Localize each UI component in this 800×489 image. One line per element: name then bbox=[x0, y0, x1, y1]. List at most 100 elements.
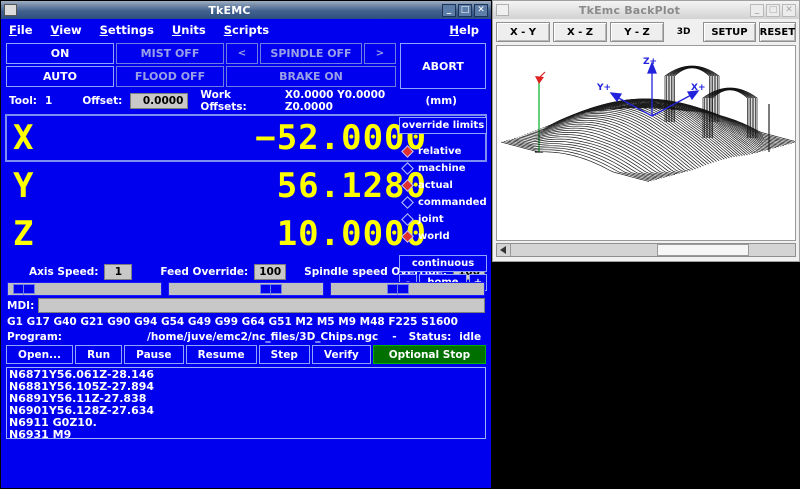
view-yz-button[interactable]: Y - Z bbox=[610, 22, 664, 42]
flood-toggle-button[interactable]: FLOOD OFF bbox=[116, 66, 224, 87]
radio-commanded[interactable]: commanded bbox=[399, 194, 487, 211]
close-icon[interactable]: ✕ bbox=[474, 3, 488, 17]
backplot-window: TkEmc BackPlot _ □ ✕ X - Y X - Z Y - Z 3… bbox=[492, 0, 800, 262]
machine-power-button[interactable]: ON bbox=[6, 43, 114, 64]
coordinate-mode-radios: relative machine actual commanded joint bbox=[399, 143, 487, 245]
axis-label-z: Z+ bbox=[643, 57, 657, 67]
menu-units-label: nits bbox=[181, 23, 206, 37]
menu-settings[interactable]: Settings bbox=[100, 23, 154, 37]
pause-button[interactable]: Pause bbox=[124, 345, 184, 364]
tkemc-window-title: TkEMC bbox=[208, 3, 251, 17]
control-row-top: ON MIST OFF < SPINDLE OFF > bbox=[5, 42, 399, 65]
backplot-close-icon[interactable]: ✕ bbox=[782, 3, 796, 17]
radio-world-label: world bbox=[418, 231, 450, 242]
radio-joint[interactable]: joint bbox=[399, 211, 487, 228]
dro-row-x[interactable]: X −52.0000 bbox=[5, 114, 487, 162]
dro-value-z: 10.0000 bbox=[276, 214, 427, 254]
spindle-increase-button[interactable]: > bbox=[364, 43, 396, 64]
dro-row-z[interactable]: Z 10.0000 bbox=[5, 210, 487, 258]
menu-help[interactable]: Help bbox=[449, 23, 479, 37]
open-button[interactable]: Open... bbox=[6, 345, 74, 364]
tkemc-window-buttons: _ □ ✕ bbox=[442, 3, 488, 17]
mode-button[interactable]: AUTO bbox=[6, 66, 114, 87]
radio-joint-label: joint bbox=[418, 214, 444, 225]
dro-value-y: 56.1280 bbox=[276, 166, 427, 206]
menu-scripts-label: cripts bbox=[232, 23, 270, 37]
tool-offset-field[interactable]: 0.0000 bbox=[130, 93, 189, 109]
brake-toggle-button[interactable]: BRAKE ON bbox=[226, 66, 396, 87]
feed-override-value[interactable]: 100 bbox=[254, 264, 287, 280]
spindle-toggle-button[interactable]: SPINDLE OFF bbox=[260, 43, 362, 64]
tkemc-window: TkEMC _ □ ✕ File View Settings Units Scr… bbox=[0, 0, 492, 489]
verify-button[interactable]: Verify bbox=[311, 345, 371, 364]
view-xz-button[interactable]: X - Z bbox=[553, 22, 607, 42]
view-mode-label: 3D bbox=[676, 27, 691, 37]
backplot-minimize-icon[interactable]: _ bbox=[750, 3, 764, 17]
view-xy-button[interactable]: X - Y bbox=[496, 22, 550, 42]
abort-button[interactable]: ABORT bbox=[400, 43, 486, 89]
radio-world[interactable]: world bbox=[399, 228, 487, 245]
tool-label: Tool: bbox=[9, 95, 37, 107]
menu-scripts[interactable]: Scripts bbox=[224, 23, 269, 37]
spindle-speed-override-slider-thumb[interactable] bbox=[387, 284, 410, 295]
menu-units-mnemonic: U bbox=[171, 23, 182, 37]
radio-machine[interactable]: machine bbox=[399, 160, 487, 177]
spindle-speed-override-slider[interactable] bbox=[329, 282, 485, 296]
tool-offsets-row: Tool: 1 Offset: 0.0000 Work Offsets: X0.… bbox=[1, 89, 491, 113]
radio-relative-icon bbox=[401, 145, 414, 158]
step-button[interactable]: Step bbox=[258, 345, 310, 364]
menu-file[interactable]: File bbox=[9, 23, 33, 37]
radio-machine-label: machine bbox=[418, 163, 466, 174]
override-limits-button[interactable]: override limits bbox=[399, 117, 487, 134]
radio-world-icon bbox=[401, 230, 414, 243]
machine-control-grid: ON MIST OFF < SPINDLE OFF > AUTO FLOOD O… bbox=[1, 41, 491, 90]
override-sliders-row bbox=[1, 282, 491, 296]
reset-button[interactable]: RESET bbox=[758, 22, 796, 42]
axis-speed-value[interactable]: 1 bbox=[104, 264, 133, 280]
jog-mode-button[interactable]: continuous bbox=[399, 255, 487, 272]
backplot-hscrollbar[interactable] bbox=[496, 243, 796, 257]
mist-toggle-button[interactable]: MIST OFF bbox=[116, 43, 224, 64]
backplot-window-menu-icon[interactable] bbox=[496, 4, 509, 16]
tool-number: 1 bbox=[45, 95, 53, 107]
feed-override-slider-thumb[interactable] bbox=[259, 284, 282, 295]
mdi-row: MDI: bbox=[1, 296, 491, 313]
optional-stop-button[interactable]: Optional Stop bbox=[372, 345, 486, 364]
menu-view[interactable]: View bbox=[51, 23, 82, 37]
axis-speed-slider-thumb[interactable] bbox=[13, 284, 36, 295]
axis-speed-slider[interactable] bbox=[7, 282, 163, 296]
scroll-left-arrow-icon[interactable] bbox=[497, 244, 511, 256]
dro-row-y[interactable]: Y 56.1280 bbox=[5, 162, 487, 210]
mdi-input[interactable] bbox=[38, 298, 485, 313]
radio-actual[interactable]: actual bbox=[399, 177, 487, 194]
menu-units[interactable]: Units bbox=[172, 23, 206, 37]
tkemc-menubar: File View Settings Units Scripts Help bbox=[1, 19, 491, 41]
menu-scripts-mnemonic: S bbox=[223, 23, 233, 37]
feed-override-slider[interactable] bbox=[168, 282, 324, 296]
window-menu-icon[interactable] bbox=[4, 4, 17, 16]
resume-button[interactable]: Resume bbox=[185, 345, 257, 364]
run-button[interactable]: Run bbox=[75, 345, 123, 364]
dro-axis-label-y: Y bbox=[13, 166, 34, 206]
menu-view-label: iew bbox=[59, 23, 82, 37]
spindle-decrease-button[interactable]: < bbox=[226, 43, 258, 64]
work-offsets-value: X0.0000 Y0.0000 Z0.0000 bbox=[284, 89, 386, 113]
list-item: N6881Y56.105Z-27.894 bbox=[9, 380, 155, 393]
menu-help-label: elp bbox=[459, 23, 479, 37]
radio-relative-label: relative bbox=[418, 146, 462, 157]
backplot-maximize-icon[interactable]: □ bbox=[766, 3, 780, 17]
backplot-scroll-thumb[interactable] bbox=[657, 244, 749, 256]
maximize-icon[interactable]: □ bbox=[458, 3, 472, 17]
gcode-listing[interactable]: N6871Y56.061Z-28.146 N6881Y56.105Z-27.89… bbox=[6, 367, 486, 439]
units-indicator: (mm) bbox=[425, 95, 457, 107]
radio-relative[interactable]: relative bbox=[399, 143, 487, 160]
program-separator: - bbox=[392, 331, 397, 343]
minimize-icon[interactable]: _ bbox=[442, 3, 456, 17]
list-item: N6871Y56.061Z-28.146 bbox=[9, 368, 155, 381]
backplot-canvas[interactable]: Z+ Y+ X+ bbox=[496, 45, 796, 241]
backplot-window-title: TkEmc BackPlot bbox=[578, 3, 681, 17]
setup-button[interactable]: SETUP bbox=[703, 22, 756, 42]
menu-settings-label: ettings bbox=[107, 23, 154, 37]
backplot-titlebar: TkEmc BackPlot _ □ ✕ bbox=[493, 1, 799, 19]
